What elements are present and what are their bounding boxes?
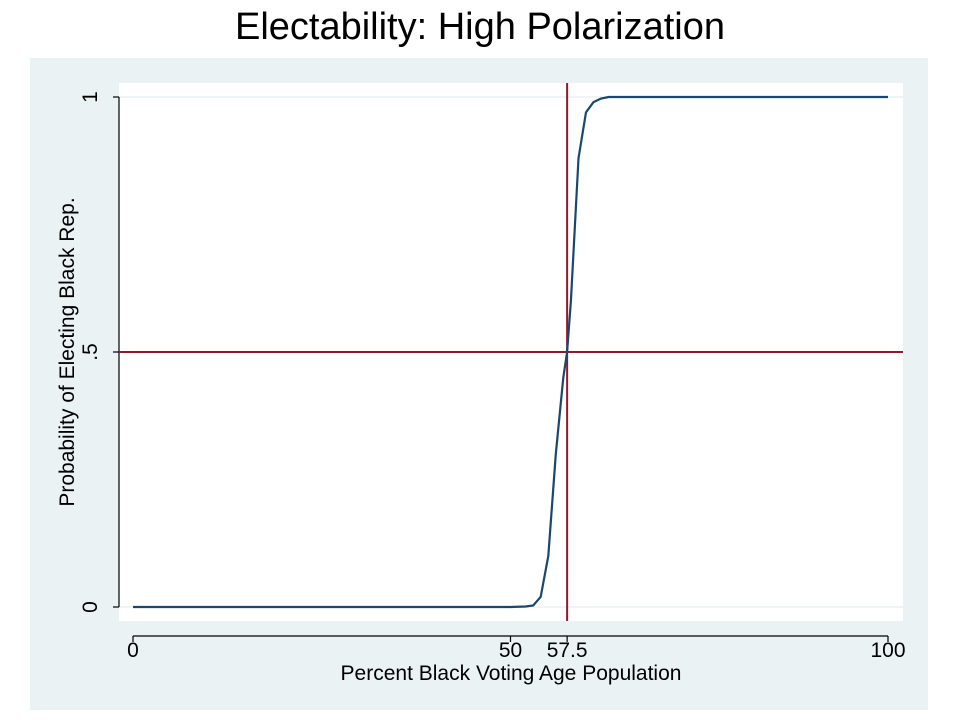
y-tick-label: 1 [79, 91, 102, 103]
x-axis-title: Percent Black Voting Age Population [341, 662, 682, 685]
y-axis-title: Probability of Electing Black Rep. [56, 197, 79, 506]
series-line-0 [133, 95, 888, 609]
x-tick-label: 0 [127, 639, 139, 662]
chart-title: Electability: High Polarization [234, 6, 725, 48]
y-tick-label: .5 [79, 343, 102, 361]
y-tick-label: 0 [79, 601, 102, 613]
x-tick-label: 50 [499, 639, 522, 662]
x-tick-label: 100 [870, 639, 905, 662]
x-tick-label: 57.5 [547, 639, 588, 662]
